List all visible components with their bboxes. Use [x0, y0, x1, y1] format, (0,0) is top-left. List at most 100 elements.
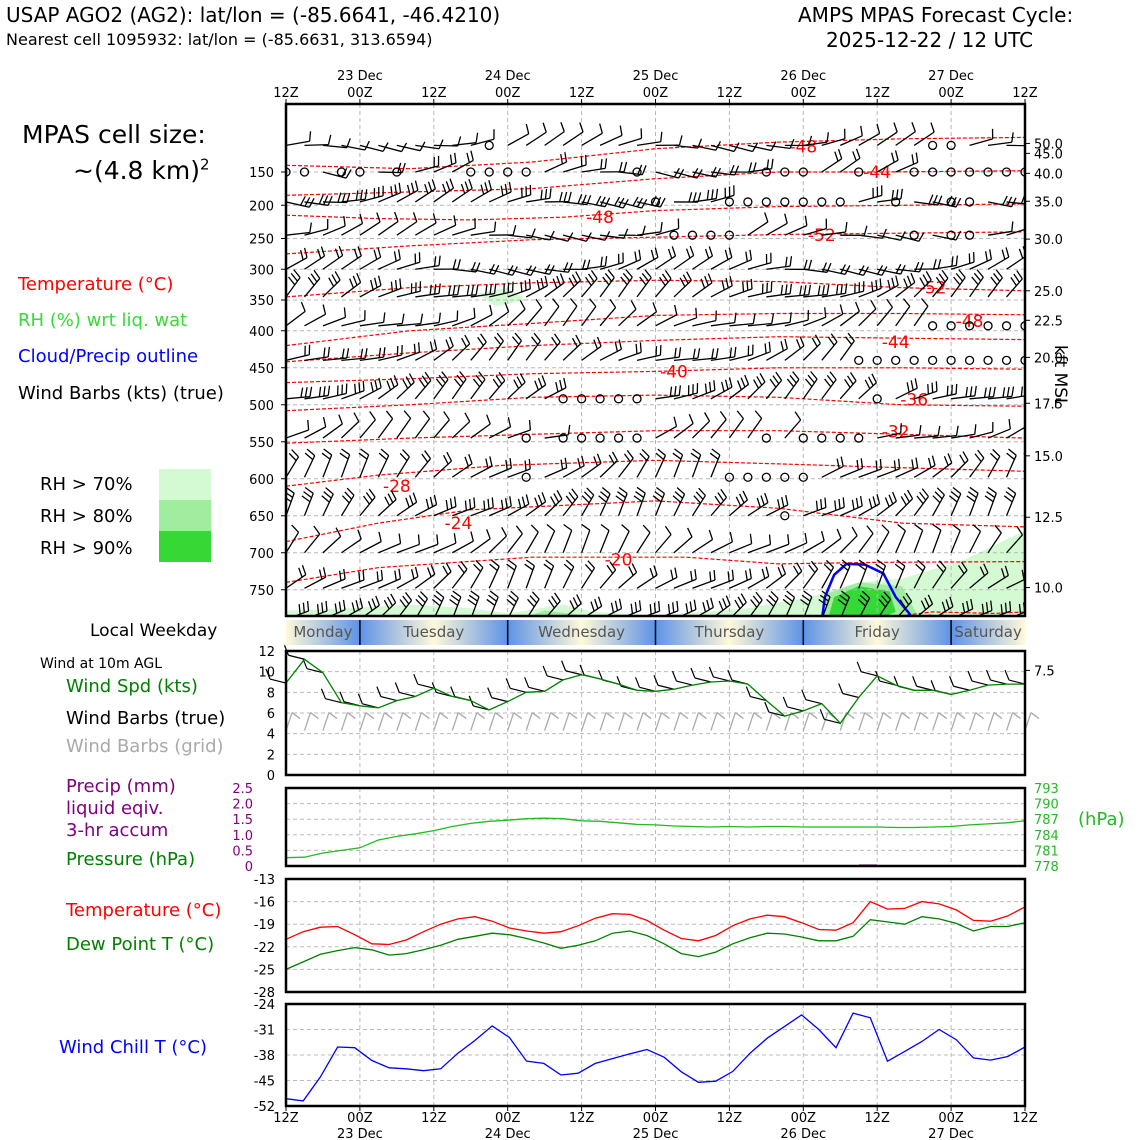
wind-barb-flag [737, 596, 744, 606]
wind-barb-flag [725, 595, 731, 606]
wind-barb-flag [291, 524, 300, 533]
true-wind-barb-flag [930, 680, 936, 691]
left-tick-label: -24 [254, 998, 275, 1013]
top-hour-label: 00Z [495, 86, 521, 101]
wind-barb-flag [618, 486, 628, 494]
wind-barb-flag [771, 313, 775, 324]
true-wind-barb-flag [801, 689, 807, 700]
wind-barb-flag [477, 336, 484, 346]
wind-barb-flag [433, 284, 437, 295]
wind-barb-flag [519, 373, 526, 383]
wind-barb-flag [394, 570, 397, 581]
wind-barb-staff [987, 456, 1001, 478]
wind-barb-staff [359, 387, 382, 400]
calm-wind-circle [872, 394, 882, 404]
wind-barb-flag [652, 495, 662, 503]
wind-barb-flag [836, 458, 840, 469]
wind-barb-flag [661, 273, 669, 283]
wind-barb-flag [550, 496, 557, 506]
true-wind-barb-flag [653, 675, 659, 686]
grid-wind-barb-flag [494, 712, 504, 720]
wind-barb-flag [468, 594, 478, 602]
wind-barb-staff [525, 285, 548, 298]
legend-rh: RH (%) wrt liq. wat [18, 310, 188, 331]
wind-barb-flag [880, 595, 889, 604]
true-wind-barb-flag [265, 668, 271, 680]
calm-wind-circle [927, 355, 938, 366]
wind-barb-flag [796, 562, 803, 572]
left-tick-label: 0 [267, 769, 275, 784]
wind-barb-staff [303, 455, 316, 478]
wind-barb-flag [752, 313, 756, 324]
weekday-strip: Monday Tuesday Wednesday Thursday Friday Satu… [286, 620, 1025, 645]
wind-barb-flag [310, 273, 318, 283]
wind-barb-flag [1031, 136, 1034, 146]
calm-wind-circle [1001, 321, 1012, 331]
left-tick-label: -45 [254, 1075, 275, 1090]
legend-wind-barbs: Wind Barbs (kts) (true) [18, 383, 224, 404]
wind-barb-flag [357, 246, 362, 257]
calm-wind-circle [1020, 355, 1025, 365]
wind-barb-staff [544, 467, 567, 478]
wind-barb-staff [433, 542, 457, 554]
grid-wind-barb [414, 712, 422, 731]
precip-tick-label: 0 [245, 860, 253, 875]
wind-barb-staff [692, 389, 716, 400]
wind-barb-flag [953, 276, 961, 286]
wind-barb-flag [918, 262, 924, 273]
wind-barb-flag [565, 559, 575, 568]
wind-barb-flag [951, 196, 957, 207]
wind-barb-staff [987, 532, 1002, 554]
legend-rh90-label: RH > 90% [40, 538, 133, 559]
grid-wind-barb-flag [383, 712, 393, 720]
grid-wind-barb [599, 712, 607, 731]
wind-barb-flag [303, 491, 312, 499]
pressure-tick-label: 500 [249, 399, 274, 414]
wind-barb-flag [370, 279, 374, 290]
wind10m-label: Wind at 10m AGL [40, 656, 163, 672]
wind-barb-staff [839, 340, 855, 361]
wind-barb-flag [453, 378, 462, 387]
wind-barb-flag [927, 594, 934, 605]
wind-barb-staff [581, 345, 602, 361]
wind-barb-staff [414, 188, 436, 203]
wind-barb-flag [475, 559, 484, 569]
wind-barb-flag [607, 269, 615, 278]
wind-barb-flag [327, 134, 332, 145]
wind-barbs-true-legend: Wind Barbs (true) [66, 708, 226, 729]
wind-barb-staff [692, 255, 713, 270]
wind-barb-flag [338, 245, 344, 256]
wind-barb-flag [489, 563, 498, 572]
wind-barb-staff [839, 157, 861, 173]
wind-barb-flag [378, 377, 382, 388]
calm-wind-circle [632, 167, 642, 177]
wind-barb-flag [464, 500, 467, 511]
wind-barb-staff [322, 454, 333, 478]
legend-rh70-swatch [159, 469, 211, 500]
wind-barb-flag [293, 269, 301, 278]
wind-barb-flag [341, 192, 346, 203]
wind-barb-flag [507, 417, 512, 428]
wind-barb-flag [323, 491, 332, 499]
wind-barb-flag [302, 602, 305, 613]
wind-barb-staff [562, 343, 582, 361]
wind-barb-flag [506, 563, 516, 571]
wind-barb-flag [436, 534, 439, 545]
wind-barb-flag [313, 269, 321, 279]
pressure-tick-label: 781 [1034, 844, 1059, 859]
wind-barb-flag [972, 524, 981, 532]
wind-barb-flag [585, 276, 592, 286]
wind-barb-staff [470, 230, 495, 236]
wind-barb-flag [1006, 386, 1010, 397]
wind-barb-flag [320, 246, 326, 257]
wind-barb-flag [525, 559, 535, 567]
wind-barb-flag [577, 458, 581, 469]
wind-barb-flag [442, 454, 449, 465]
wind-barb-flag [891, 189, 895, 201]
wind-barb-flag [826, 132, 829, 143]
temperature-contour [286, 367, 1025, 384]
wind-barb-flag [556, 275, 562, 286]
wind-barb-staff [729, 259, 752, 270]
top-hour-label: 12Z [569, 86, 595, 101]
weekday-band [359, 620, 508, 645]
